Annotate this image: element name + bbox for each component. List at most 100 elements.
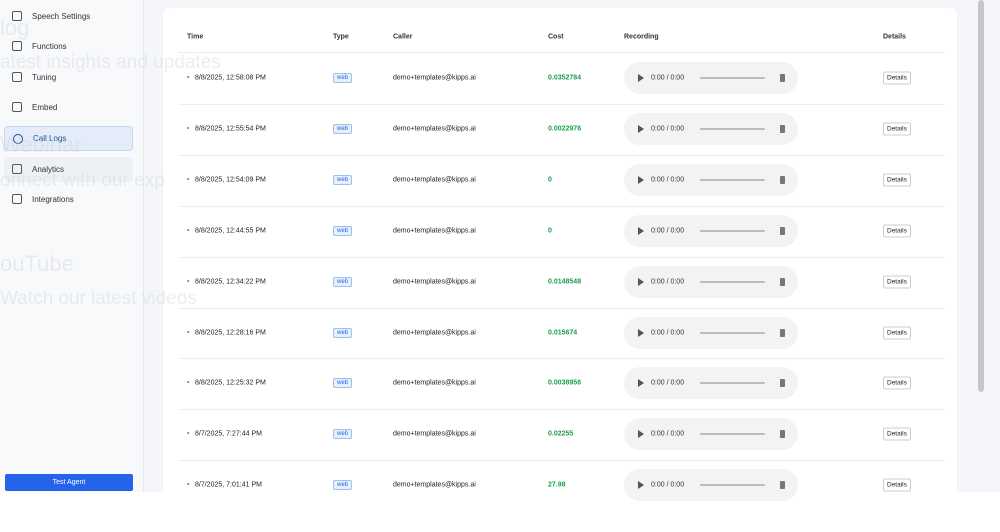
audio-time: 0:00 / 0:00	[651, 379, 685, 387]
nav-label: Integrations	[32, 195, 74, 204]
cost: 0.0038956	[548, 379, 582, 387]
row-separator	[178, 256, 945, 258]
type-badge: web	[333, 174, 353, 185]
row-separator	[178, 103, 945, 105]
volume-button[interactable]	[780, 277, 785, 286]
play-button[interactable]	[638, 379, 644, 388]
details-button[interactable]: Details	[883, 224, 911, 238]
type-badge: web	[333, 73, 353, 83]
details-button[interactable]: Details	[883, 326, 911, 339]
play-button[interactable]	[638, 328, 644, 337]
row-bullet: •	[187, 176, 190, 184]
audio-player[interactable]: 0:00 / 0:00	[624, 265, 798, 298]
audio-time: 0:00 / 0:00	[651, 227, 685, 235]
play-button[interactable]	[638, 74, 644, 82]
audio-player[interactable]: 0:00 / 0:00	[624, 163, 798, 196]
caller: demo+templates@kipps.ai	[393, 125, 476, 133]
bottom-bar	[0, 492, 1000, 532]
audio-player[interactable]: 0:00 / 0:00	[624, 418, 798, 451]
play-button[interactable]	[638, 277, 644, 286]
cost: 0	[548, 227, 552, 235]
header-separator	[178, 52, 945, 53]
audio-slider[interactable]	[700, 77, 765, 79]
audio-slider[interactable]	[700, 331, 765, 334]
row-bullet: •	[187, 74, 190, 82]
volume-button[interactable]	[780, 328, 785, 337]
details-button[interactable]: Details	[883, 122, 911, 136]
caller: demo+templates@kipps.ai	[393, 227, 476, 235]
cost: 0.0148548	[548, 278, 582, 286]
nav-item[interactable]: Analytics	[4, 157, 133, 182]
type-badge: web	[333, 276, 353, 287]
volume-button[interactable]	[780, 74, 785, 82]
nav-icon	[12, 11, 22, 21]
audio-player[interactable]: 0:00 / 0:00	[624, 112, 798, 145]
audio-time: 0:00 / 0:00	[651, 176, 685, 184]
time: 8/7/2025, 7:01:41 PM	[195, 481, 262, 489]
row-bullet: •	[187, 125, 190, 133]
row-separator	[178, 154, 945, 156]
audio-player[interactable]: 0:00 / 0:00	[624, 367, 798, 400]
caller: demo+templates@kipps.ai	[393, 329, 476, 336]
details-button[interactable]: Details	[883, 71, 911, 85]
row-bullet: •	[187, 481, 190, 489]
column-header: Recording	[624, 33, 659, 41]
row-bullet: •	[187, 227, 190, 235]
nav-item[interactable]: Embed	[4, 95, 133, 120]
volume-button[interactable]	[780, 124, 785, 133]
volume-button[interactable]	[780, 430, 785, 439]
play-button[interactable]	[638, 226, 644, 235]
play-button[interactable]	[638, 481, 644, 490]
audio-slider[interactable]	[700, 484, 765, 487]
volume-button[interactable]	[780, 481, 785, 490]
details-button[interactable]: Details	[883, 478, 911, 492]
caller: demo+templates@kipps.ai	[393, 430, 476, 438]
row-separator	[178, 358, 945, 360]
nav-icon	[12, 41, 22, 51]
row-bullet: •	[187, 329, 190, 336]
nav-icon	[12, 102, 22, 112]
volume-button[interactable]	[780, 226, 785, 235]
column-header: Details	[883, 33, 906, 41]
audio-player[interactable]: 0:00 / 0:00	[624, 214, 798, 247]
scrollbar[interactable]	[978, 0, 984, 392]
details-button[interactable]: Details	[883, 173, 911, 187]
overlay-text: Webinar	[0, 131, 82, 157]
play-button[interactable]	[638, 175, 644, 184]
time: 8/7/2025, 7:27:44 PM	[195, 430, 262, 438]
details-button[interactable]: Details	[883, 427, 911, 441]
time: 8/8/2025, 12:25:32 PM	[195, 379, 266, 387]
row-separator	[178, 307, 945, 309]
test-agent-button[interactable]: Test Agent	[5, 474, 133, 491]
row-separator	[178, 409, 945, 411]
nav-item[interactable]: Tuning	[4, 65, 133, 90]
column-header: Cost	[548, 33, 564, 41]
audio-slider[interactable]	[700, 433, 765, 436]
audio-slider[interactable]	[700, 178, 765, 181]
play-button[interactable]	[638, 124, 644, 133]
audio-time: 0:00 / 0:00	[651, 481, 685, 489]
overlay-text: onnect with our exp	[0, 169, 165, 191]
nav-item[interactable]: Functions	[4, 34, 133, 59]
play-button[interactable]	[638, 430, 644, 439]
caller: demo+templates@kipps.ai	[393, 176, 476, 184]
audio-slider[interactable]	[700, 280, 765, 283]
audio-player[interactable]: 0:00 / 0:00	[624, 62, 798, 94]
audio-slider[interactable]	[700, 382, 765, 385]
nav-icon	[12, 72, 22, 82]
volume-button[interactable]	[780, 379, 785, 388]
audio-player[interactable]: 0:00 / 0:00	[624, 469, 798, 502]
details-button[interactable]: Details	[883, 275, 911, 289]
time: 8/8/2025, 12:28:16 PM	[195, 329, 266, 336]
audio-slider[interactable]	[700, 229, 765, 232]
volume-button[interactable]	[780, 175, 785, 184]
details-button[interactable]: Details	[883, 376, 911, 390]
audio-slider[interactable]	[700, 127, 765, 130]
nav-item[interactable]: Integrations	[4, 187, 133, 212]
nav-item[interactable]: Speech Settings	[4, 4, 133, 29]
cost: 0.0352784	[548, 74, 582, 82]
caller: demo+templates@kipps.ai	[393, 74, 476, 82]
nav-icon	[12, 164, 22, 174]
nav-item[interactable]: Call Logs	[4, 126, 133, 151]
audio-player[interactable]: 0:00 / 0:00	[624, 316, 798, 349]
